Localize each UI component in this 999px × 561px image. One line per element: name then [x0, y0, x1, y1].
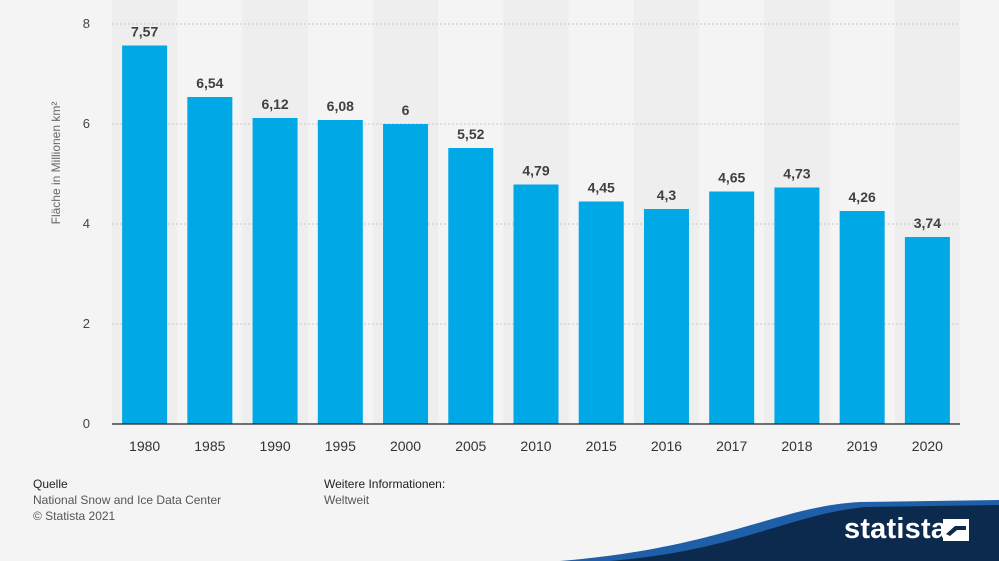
- info-value: Weltweit: [324, 493, 370, 507]
- footer-info: Weitere Informationen: Weltweit: [324, 476, 445, 508]
- bar-2019[interactable]: [839, 211, 885, 424]
- statista-logo-text: statista: [844, 513, 948, 545]
- data-label-1995: 6,08: [327, 98, 354, 114]
- x-tick-label-2005: 2005: [455, 438, 486, 454]
- bar-1980[interactable]: [122, 45, 168, 425]
- data-label-2010: 4,79: [522, 163, 549, 179]
- y-tick-label: 2: [83, 316, 90, 331]
- data-labels: 7,57 6,54 6,12 6,08 6 5,52 4,79 4,45 4,3 4,65 4,73…: [131, 24, 941, 232]
- bar-2018[interactable]: [774, 187, 820, 425]
- x-tick-label-2020: 2020: [912, 438, 943, 454]
- data-label-1985: 6,54: [196, 75, 223, 91]
- x-tick-label-1985: 1985: [194, 438, 225, 454]
- source-name: National Snow and Ice Data Center: [33, 493, 222, 507]
- x-tick-label-2000: 2000: [390, 438, 421, 454]
- bar-1990[interactable]: [252, 118, 298, 424]
- bars: [122, 45, 950, 425]
- statista-logo-icon: [943, 519, 969, 541]
- data-label-2005: 5,52: [457, 126, 484, 142]
- bar-1995[interactable]: [317, 120, 363, 424]
- data-label-2000: 6: [402, 102, 410, 118]
- x-tick-label-1980: 1980: [129, 438, 160, 454]
- data-label-2018: 4,73: [783, 166, 810, 182]
- bar-2017[interactable]: [709, 191, 755, 425]
- y-axis-label: Fläche in Millionen km²: [49, 102, 63, 225]
- bar-1985[interactable]: [187, 97, 233, 424]
- y-tick-label: 4: [83, 216, 90, 231]
- footer-source: Quelle National Snow and Ice Data Center…: [33, 476, 221, 524]
- data-label-2017: 4,65: [718, 170, 745, 186]
- data-label-2020: 3,74: [914, 215, 941, 231]
- y-tick-label: 6: [83, 116, 90, 131]
- x-tick-label-2018: 2018: [781, 438, 812, 454]
- data-label-1980: 7,57: [131, 24, 158, 40]
- x-tick-label-2017: 2017: [716, 438, 747, 454]
- x-tick-label-1990: 1990: [259, 438, 290, 454]
- x-tick-label-2019: 2019: [847, 438, 878, 454]
- bar-2005[interactable]: [448, 148, 494, 424]
- bar-2010[interactable]: [513, 184, 559, 425]
- y-axis-ticks: 0 2 4 6 8: [83, 16, 90, 431]
- data-label-2016: 4,3: [657, 187, 677, 203]
- x-tick-label-2010: 2010: [520, 438, 551, 454]
- bar-2020[interactable]: [904, 237, 950, 424]
- x-tick-label-1995: 1995: [325, 438, 356, 454]
- y-tick-label: 0: [83, 416, 90, 431]
- data-label-2019: 4,26: [849, 189, 876, 205]
- bar-2000[interactable]: [383, 124, 429, 424]
- x-tick-label-2015: 2015: [586, 438, 617, 454]
- data-label-2015: 4,45: [588, 180, 615, 196]
- y-tick-label: 8: [83, 16, 90, 31]
- x-tick-label-2016: 2016: [651, 438, 682, 454]
- source-heading: Quelle: [33, 477, 68, 491]
- x-axis-ticks: 1980 1985 1990 1995 2000 2005 2010 2015 2016 2017…: [129, 438, 943, 454]
- bar-2016[interactable]: [643, 209, 689, 424]
- data-label-1990: 6,12: [261, 96, 288, 112]
- copyright: © Statista 2021: [33, 509, 116, 523]
- info-heading: Weitere Informationen:: [324, 477, 446, 491]
- bar-2015[interactable]: [578, 201, 624, 425]
